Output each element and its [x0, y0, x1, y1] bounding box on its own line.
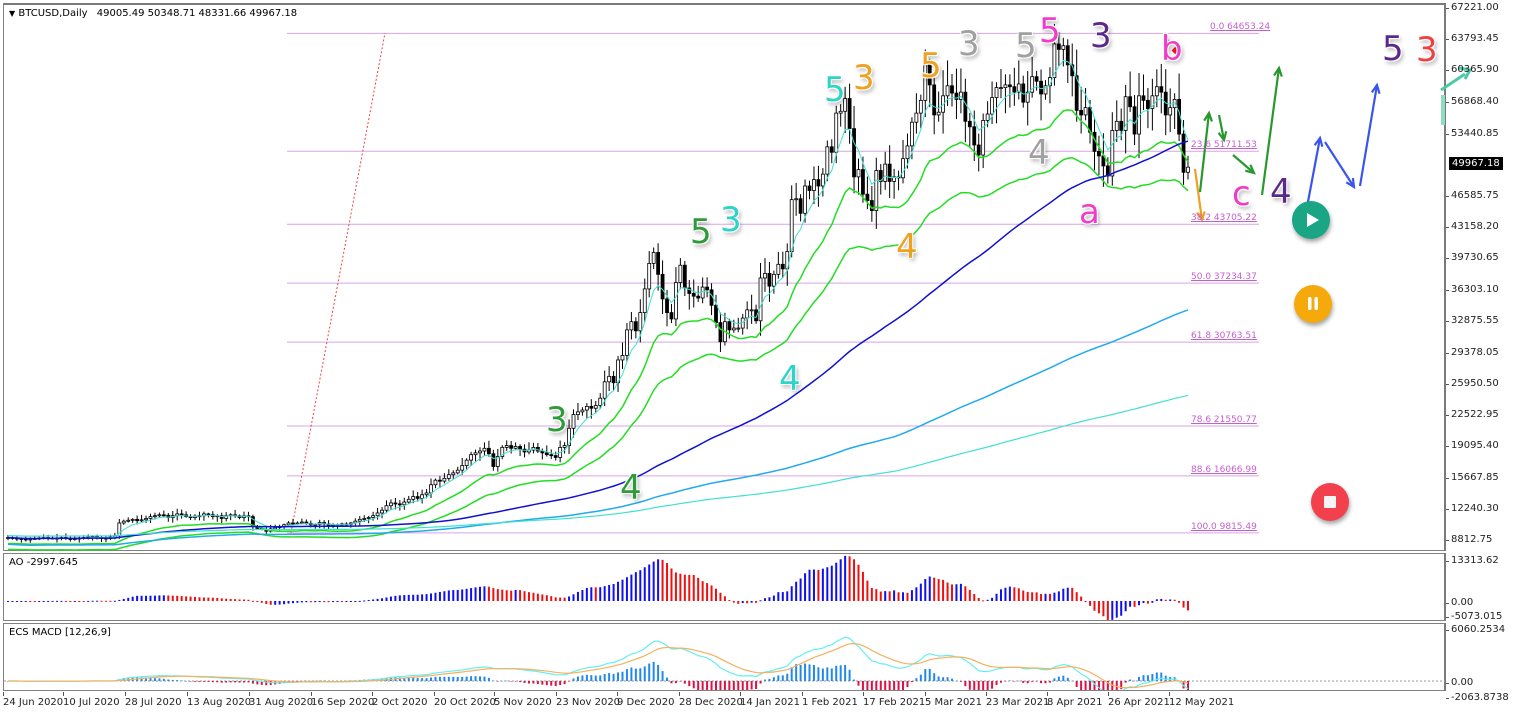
macd-axis-zero: 0.00 [1445, 677, 1474, 688]
time-tick: 10 Jul 2020 [63, 692, 120, 708]
stop-button[interactable] [1311, 483, 1349, 521]
wave-label: 3 [1416, 30, 1438, 70]
time-tick: 12 May 2021 [1169, 692, 1235, 708]
wave-label: 4 [1028, 133, 1050, 173]
macd-axis-bottom: -2063.8738 [1446, 692, 1509, 703]
price-tick: 46585.75 [1446, 189, 1499, 201]
fib-level-label: 38.2 43705.22 [1191, 213, 1257, 224]
wave-label: 3 [853, 58, 875, 98]
current-price-tag: 49967.18 [1449, 157, 1503, 170]
price-tick: 43158.20 [1446, 221, 1499, 233]
wave-label: a [1079, 192, 1100, 232]
price-tick: 36303.10 [1446, 283, 1499, 295]
price-tick: 39730.65 [1446, 252, 1499, 264]
collapse-triangle-icon[interactable]: ▼ [9, 9, 16, 18]
price-tick: 15667.85 [1446, 471, 1499, 483]
fib-level-label: 88.6 16066.99 [1191, 464, 1257, 475]
fib-level-label: 100.0 9815.49 [1191, 521, 1257, 532]
price-tick: 53440.85 [1446, 127, 1499, 139]
wave-label: 3 [958, 24, 980, 64]
wave-label: 4 [1270, 172, 1292, 212]
wave-label: 5 [920, 46, 942, 86]
price-tick: 25950.50 [1446, 377, 1499, 389]
time-tick: 28 Dec 2020 [679, 692, 743, 708]
price-tick: 8812.75 [1445, 534, 1493, 545]
time-tick: 9 Dec 2020 [617, 692, 675, 708]
price-tick: 19095.40 [1446, 440, 1499, 452]
macd-label: ECS MACD [12,26,9] [9, 627, 111, 638]
time-tick: 31 Aug 2020 [249, 692, 314, 708]
fib-level-label: 61.8 30763.51 [1191, 331, 1257, 342]
macd-axis-top: 6060.2534 [1445, 624, 1506, 635]
wave-label: 4 [620, 468, 642, 508]
awesome-oscillator-pane[interactable]: AO -2997.645 [3, 553, 1446, 621]
symbol-header[interactable]: ▼ BTCUSD,Daily 49005.49 50348.71 48331.6… [9, 8, 297, 19]
price-tick: 63793.45 [1446, 33, 1499, 45]
price-chart-pane[interactable]: ▼ BTCUSD,Daily 49005.49 50348.71 48331.6… [3, 3, 1473, 551]
time-tick: 17 Feb 2021 [863, 692, 926, 708]
play-icon [1307, 213, 1319, 227]
time-tick: 28 Jul 2020 [125, 692, 182, 708]
time-axis[interactable]: 24 Jun 2020 10 Jul 2020 28 Jul 2020 13 Aug … [3, 692, 1446, 719]
price-tick: 12240.30 [1446, 502, 1499, 514]
ao-histogram [7, 555, 1189, 620]
ohlc-values: 49005.49 50348.71 48331.66 49967.18 [96, 8, 298, 19]
time-tick: 20 Oct 2020 [434, 692, 496, 708]
price-tick: 29378.05 [1446, 346, 1499, 358]
pause-button[interactable] [1294, 285, 1332, 323]
wave-label: 4 [779, 359, 801, 399]
growth-chart-icon [1440, 66, 1473, 92]
price-tick: 67221.00 [1446, 2, 1499, 13]
pause-icon [1308, 297, 1318, 310]
macd-pane[interactable]: ECS MACD [12,26,9] [3, 623, 1446, 691]
wave-label: 5 [1382, 29, 1404, 69]
ao-axis-top: 13313.62 [1446, 555, 1499, 566]
price-tick: 32875.55 [1446, 314, 1499, 326]
time-tick: 26 Apr 2021 [1108, 692, 1170, 708]
wave-label: 3 [720, 200, 742, 240]
time-tick: 13 Aug 2020 [187, 692, 252, 708]
fib-level-label: 23.6 51711.53 [1191, 140, 1257, 151]
wave-label: 5 [824, 70, 846, 110]
stop-icon [1324, 496, 1336, 508]
time-tick: 16 Sep 2020 [311, 692, 375, 708]
time-tick: 8 Apr 2021 [1047, 692, 1103, 708]
time-tick: 5 Nov 2020 [494, 692, 552, 708]
price-tick: 22522.95 [1446, 409, 1499, 421]
wave-label: 4 [896, 227, 918, 267]
time-tick: 14 Jan 2021 [740, 692, 800, 708]
price-tick: 60365.90 [1446, 64, 1499, 76]
wave-label: 5 [1039, 11, 1061, 51]
macd-histogram [4, 636, 1445, 690]
time-tick: 2 Oct 2020 [372, 692, 428, 708]
symbol-label: BTCUSD,Daily [18, 8, 88, 19]
ao-axis-zero: 0.00 [1445, 597, 1474, 608]
price-axis[interactable]: 67221.00 63793.45 60365.90 56868.40 53440.85… [1445, 0, 1536, 719]
fib-level-label: 50.0 37234.37 [1191, 272, 1257, 283]
wave-label: c [1232, 174, 1251, 214]
price-chart-canvas [6, 23, 1445, 551]
wave-label: 5 [690, 212, 712, 252]
time-tick: 5 Mar 2021 [925, 692, 983, 708]
time-tick: 1 Feb 2021 [802, 692, 858, 708]
ao-axis-bottom: -5073.015 [1445, 611, 1503, 622]
wave-label: 3 [1090, 16, 1112, 56]
ao-label: AO -2997.645 [9, 557, 79, 568]
wave-label: b [1161, 29, 1183, 69]
play-button[interactable] [1292, 201, 1330, 239]
price-tick: 56868.40 [1446, 96, 1499, 108]
wave-label: 5 [1015, 26, 1037, 66]
fib-level-label: 78.6 21550.77 [1191, 414, 1257, 425]
time-tick: 24 Jun 2020 [3, 692, 64, 708]
time-tick: 23 Mar 2021 [986, 692, 1050, 708]
time-tick: 23 Nov 2020 [556, 692, 621, 708]
fib-level-label: 0.0 64653.24 [1210, 22, 1271, 33]
wave-label: 3 [546, 400, 568, 440]
